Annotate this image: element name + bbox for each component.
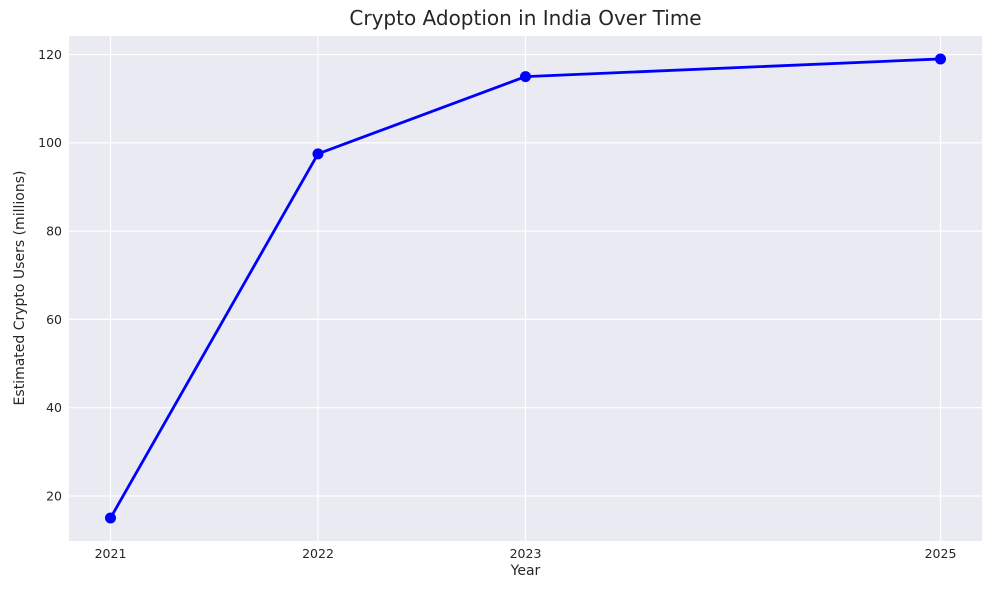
chart-title: Crypto Adoption in India Over Time: [349, 6, 702, 30]
x-tick-label: 2022: [302, 546, 334, 561]
y-tick-label: 100: [38, 135, 62, 150]
x-tick-label: 2025: [925, 546, 957, 561]
data-point-2025: [935, 53, 946, 65]
x-axis-label: Year: [510, 563, 541, 579]
y-tick-label: 20: [46, 488, 62, 503]
x-tick-label: 2023: [510, 546, 542, 561]
y-tick-label: 80: [46, 223, 62, 238]
data-point-2021: [105, 512, 116, 524]
x-tick-label: 2021: [95, 546, 127, 561]
data-point-2022: [312, 148, 324, 160]
trend-line: [109, 57, 942, 520]
data-point-2023: [520, 71, 531, 83]
y-tick-label: 60: [46, 312, 62, 327]
y-tick-label: 40: [46, 400, 62, 415]
y-axis-label: Estimated Crypto Users (millions): [12, 170, 28, 406]
y-tick-label: 120: [38, 47, 62, 62]
